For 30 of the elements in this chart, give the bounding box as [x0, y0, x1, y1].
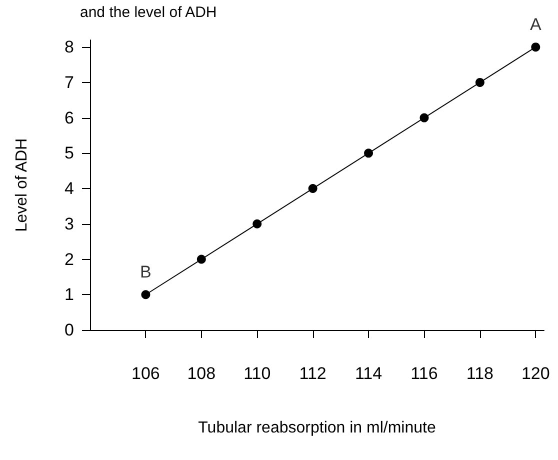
chart-title: and the level of ADH — [80, 4, 217, 21]
point — [475, 78, 484, 87]
y-tick-label: 7 — [64, 72, 74, 92]
x-tick-label: 108 — [187, 364, 216, 383]
point — [308, 184, 318, 194]
y-tick-label: 5 — [64, 144, 74, 163]
point — [531, 42, 540, 52]
point — [252, 219, 262, 228]
x-tick-label: 120 — [521, 364, 550, 383]
point — [364, 148, 374, 158]
point — [196, 254, 206, 264]
y-tick-label: 0 — [64, 320, 74, 340]
y-tick-label: 1 — [64, 285, 74, 304]
x-tick-label: 112 — [299, 364, 326, 383]
x-tick-label: 110 — [244, 364, 271, 383]
annotation: A — [530, 15, 542, 34]
y-tick-label: 2 — [64, 250, 74, 269]
x-axis-title: Tubular reabsorption in ml/minute — [198, 420, 436, 436]
y-tick-label: 8 — [64, 38, 74, 57]
x-tick-label: 118 — [466, 364, 494, 383]
point — [420, 113, 429, 122]
y-tick-label: 4 — [64, 179, 74, 198]
y-tick-label: 3 — [64, 214, 74, 234]
x-tick-label: 116 — [410, 364, 438, 383]
point — [141, 290, 150, 300]
y-axis-title: Level of ADH — [14, 138, 30, 232]
x-tick-label: 106 — [132, 364, 160, 383]
annotation: B — [140, 262, 152, 282]
x-tick-label: 114 — [354, 364, 382, 383]
y-tick-label: 6 — [64, 108, 74, 128]
